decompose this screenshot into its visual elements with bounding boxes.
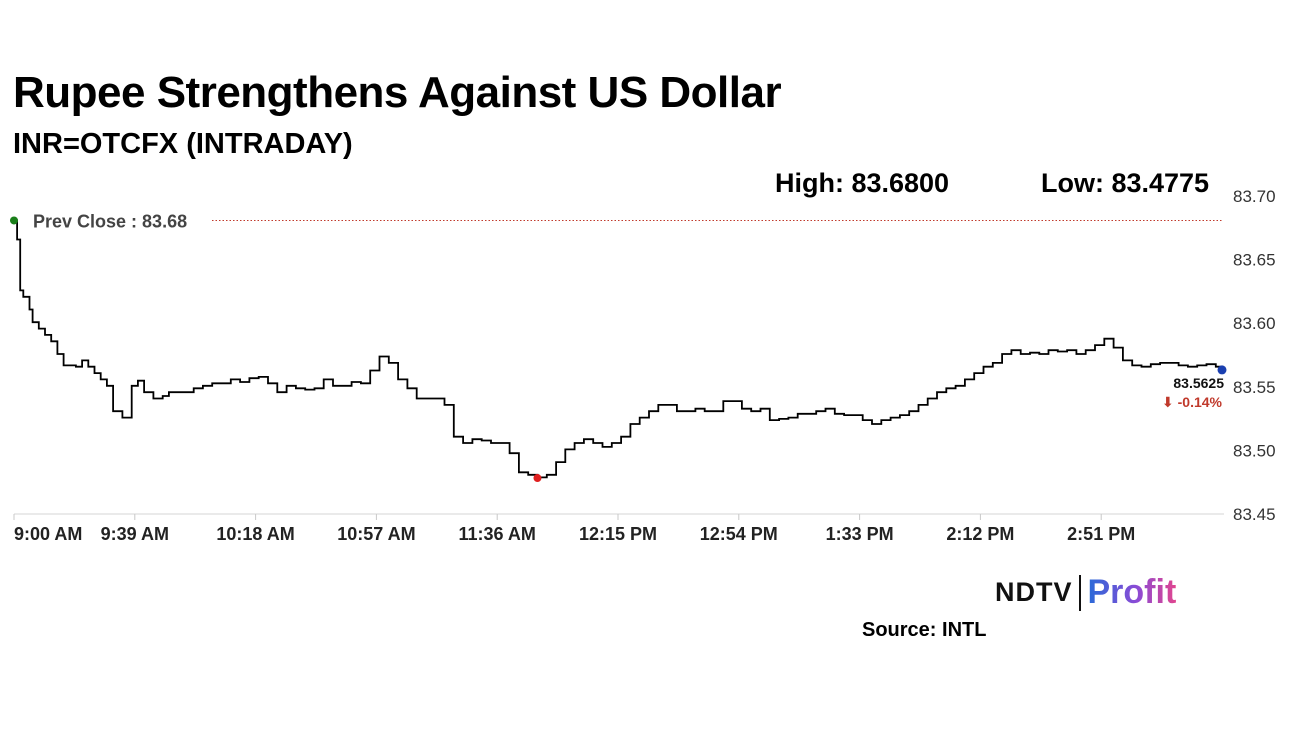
x-tick-label: 9:39 AM xyxy=(101,524,169,544)
brand-profit-text: Profit xyxy=(1087,573,1177,611)
x-tick-label: 12:54 PM xyxy=(700,524,778,544)
ndtv-profit-logo: NDTV Profit xyxy=(995,573,1176,613)
prev-close-label: Prev Close : 83.68 xyxy=(33,211,187,231)
brand-ndtv-text: NDTV xyxy=(995,577,1073,607)
last-value-marker xyxy=(1217,365,1227,375)
x-tick-label: 12:15 PM xyxy=(579,524,657,544)
change-label: ⬇ -0.14% xyxy=(1162,394,1223,410)
x-tick-label: 2:12 PM xyxy=(946,524,1014,544)
x-tick-label: 11:36 AM xyxy=(459,524,536,544)
y-tick-label: 83.55 xyxy=(1233,378,1276,397)
x-tick-label: 9:00 AM xyxy=(14,524,82,544)
y-tick-label: 83.65 xyxy=(1233,251,1276,270)
x-tick-label: 10:57 AM xyxy=(337,524,415,544)
x-tick-label: 2:51 PM xyxy=(1067,524,1135,544)
x-tick-label: 1:33 PM xyxy=(826,524,894,544)
chart-title: Rupee Strengthens Against US Dollar xyxy=(13,68,782,117)
y-tick-label: 83.45 xyxy=(1233,505,1276,524)
high-value: High: 83.6800 xyxy=(775,168,950,198)
start-marker xyxy=(10,216,18,225)
brand-divider xyxy=(1078,574,1081,611)
low-value: Low: 83.4775 xyxy=(1041,168,1210,198)
y-tick-label: 83.70 xyxy=(1233,187,1276,206)
last-value-label: 83.5625 xyxy=(1173,375,1224,391)
day-low-marker xyxy=(533,474,542,483)
chart-subtitle: INR=OTCFX (INTRADAY) xyxy=(13,128,353,160)
price-series-line xyxy=(14,219,1223,479)
source-note: Source: INTL xyxy=(862,619,987,641)
x-tick-label: 10:18 AM xyxy=(216,524,294,544)
y-tick-label: 83.50 xyxy=(1233,441,1276,460)
y-tick-label: 83.60 xyxy=(1233,314,1276,333)
